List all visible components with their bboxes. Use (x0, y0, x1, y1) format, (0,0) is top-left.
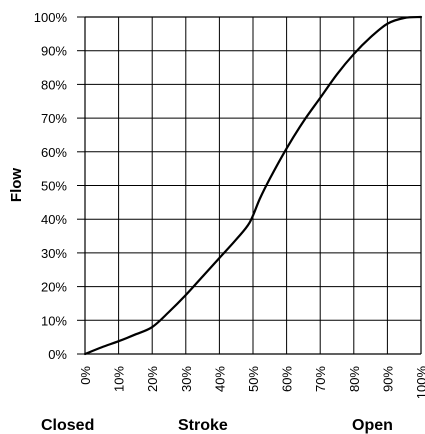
y-tick-label: 50% (41, 179, 67, 194)
y-tick-label: 90% (41, 44, 67, 59)
x-tick-label: 40% (212, 366, 227, 392)
x-tick-label: 50% (246, 366, 261, 392)
x-axis-title: Stroke (178, 417, 228, 434)
y-tick-label: 10% (41, 313, 67, 328)
y-axis-title: Flow (8, 168, 25, 202)
y-tick-label: 100% (34, 10, 68, 25)
x-tick-label: 30% (179, 366, 194, 392)
y-tick-label: 40% (41, 212, 67, 227)
x-tick-label: 0% (78, 366, 93, 385)
x-tick-label: 20% (145, 366, 160, 392)
x-tick-label: 70% (313, 366, 328, 392)
x-tick-label: 60% (280, 366, 295, 392)
y-tick-label: 70% (41, 111, 67, 126)
y-tick-label: 0% (48, 347, 67, 362)
x-tick-label: 10% (112, 366, 127, 392)
y-tick-label: 30% (41, 246, 67, 261)
x-axis-ticks: 0% 10% 20% 30% 40% 50% 60% 70% 80% 90% 100% (78, 366, 425, 400)
y-tick-label: 60% (41, 145, 67, 160)
x-tick-label: 90% (380, 366, 395, 392)
x-tick-label: 100% (414, 366, 425, 400)
x-tick-label: 80% (347, 366, 362, 392)
x-axis-left-label: Closed (41, 417, 94, 434)
x-axis-right-label: Open (352, 417, 393, 434)
y-tick-label: 80% (41, 77, 67, 92)
flow-curve (83, 15, 423, 356)
series-layer (83, 15, 423, 356)
y-axis-ticks: 0% 10% 20% 30% 40% 50% 60% 70% 80% 90% 100% (34, 10, 85, 362)
y-tick-label: 20% (41, 280, 67, 295)
grid (84, 16, 422, 355)
